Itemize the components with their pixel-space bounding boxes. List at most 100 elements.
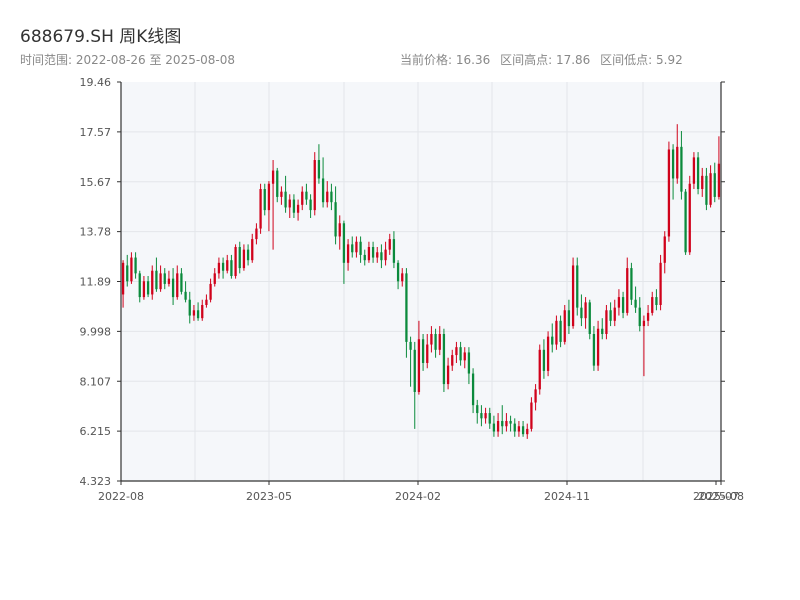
candle-body [567, 310, 571, 327]
candle-body [234, 247, 237, 277]
candle-body [330, 191, 333, 203]
candle-body [201, 304, 204, 319]
candle-body [392, 239, 396, 263]
range-end: 2025-08-08 [165, 53, 236, 67]
candle-body [580, 307, 583, 319]
candle-body [676, 146, 679, 179]
range-start: 2022-08-26 [75, 53, 146, 67]
y-tick-label: 9.998 [80, 325, 112, 338]
candle-body [155, 270, 158, 290]
candle-body [413, 349, 416, 392]
candle-body [188, 299, 191, 316]
candle-body [342, 223, 346, 263]
candle-body [317, 160, 321, 179]
candle-body [621, 297, 625, 313]
candle-body [334, 202, 337, 237]
candle-body [521, 426, 525, 435]
candle-body [538, 349, 541, 390]
candle-body [563, 310, 566, 342]
candle-body [467, 352, 471, 374]
candle-body [646, 312, 650, 321]
candle-body [180, 273, 183, 292]
candle-body [442, 333, 446, 385]
y-tick-label: 4.323 [80, 475, 112, 488]
candle-body [126, 265, 129, 282]
candle-body [588, 302, 591, 334]
date-range: 时间范围: 2022-08-26 至 2025-08-08 [20, 51, 235, 68]
candle-body [130, 257, 133, 282]
candle-body [551, 336, 554, 345]
candle-body [405, 273, 408, 342]
candle-body [526, 428, 529, 435]
candle-body [430, 333, 433, 345]
candle-body [351, 244, 354, 253]
candle-body [592, 333, 596, 366]
candle-body [638, 307, 641, 327]
candle-body [605, 310, 608, 334]
candle-body [559, 320, 562, 342]
candle-body [221, 262, 225, 271]
candle-body [159, 273, 162, 290]
candle-body [459, 347, 462, 361]
candle-body [617, 297, 621, 308]
candle-body [176, 273, 179, 298]
candle-body [338, 223, 341, 237]
price-summary: 当前价格: 16.36 区间高点: 17.86 区间低点: 5.92 [400, 51, 683, 68]
candle-body [659, 262, 662, 305]
candle-body [305, 191, 308, 200]
x-tick-label: 2022-08 [98, 490, 144, 503]
candle-body [713, 173, 716, 197]
candle-body [613, 307, 616, 321]
candle-body [167, 278, 171, 284]
candle-body [488, 413, 491, 424]
candle-body [355, 241, 358, 253]
candle-body [401, 273, 404, 282]
range-low-value: 5.92 [656, 53, 683, 67]
candle-body [280, 191, 283, 197]
y-tick-label: 6.215 [80, 425, 112, 438]
candle-body [576, 265, 579, 308]
candle-body [696, 157, 700, 190]
candle-body [251, 239, 254, 261]
candle-body [134, 257, 137, 274]
candle-body [238, 247, 241, 269]
candle-body [367, 247, 371, 261]
candle-body [501, 420, 504, 427]
candle-body [313, 160, 316, 211]
candle-body [146, 281, 150, 295]
candle-body [717, 163, 721, 197]
x-tick-label: 2024-02 [395, 490, 441, 503]
candle-body [596, 328, 600, 366]
candle-body [692, 157, 696, 184]
candle-body [463, 352, 466, 361]
candle-body [584, 302, 587, 319]
candle-body [626, 268, 629, 313]
range-high-value: 17.86 [555, 53, 591, 67]
candle-body [321, 178, 325, 203]
candle-body [171, 278, 175, 298]
candle-body [226, 260, 229, 271]
candle-body [284, 191, 287, 208]
candle-body [705, 175, 708, 205]
candle-body [517, 426, 521, 432]
candle-body [209, 283, 212, 300]
candle-body [230, 260, 233, 277]
candle-body [434, 333, 437, 350]
candle-body [276, 170, 279, 197]
candle-body [601, 328, 604, 334]
candle-body [484, 413, 487, 419]
candle-body [376, 252, 379, 258]
candle-body [701, 175, 704, 190]
candle-body [571, 265, 575, 327]
candle-body [509, 420, 512, 424]
candle-body [709, 173, 712, 205]
candle-body [421, 339, 425, 363]
candle-body [271, 170, 275, 184]
x-tick-label: 2025-07 [693, 490, 739, 503]
candle-body [263, 189, 266, 211]
candle-body [513, 423, 516, 432]
x-tick-label: 2025-08 [698, 490, 744, 503]
candle-body [492, 423, 496, 432]
candle-body [138, 273, 141, 298]
